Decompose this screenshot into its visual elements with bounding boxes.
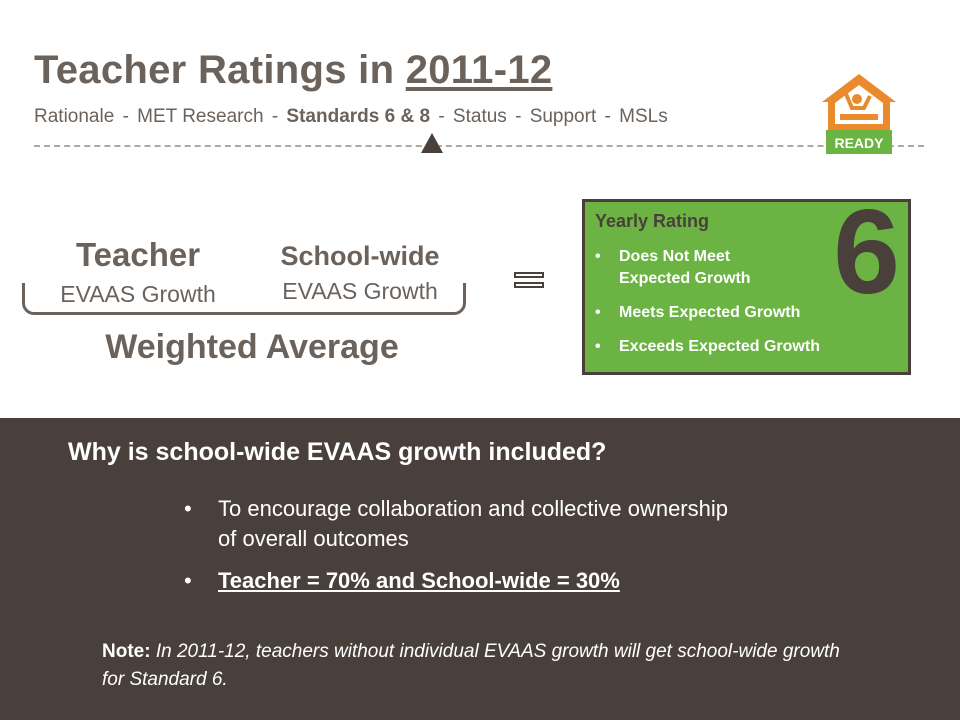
note-label: Note: — [102, 641, 151, 662]
ready-logo-icon: READY — [822, 74, 896, 154]
weighted-average-label: Weighted Average — [105, 328, 399, 366]
page-title: Teacher Ratings in 2011-12 — [34, 48, 552, 93]
nav-item-support[interactable]: Support — [529, 106, 597, 127]
equals-bar-bottom — [514, 282, 544, 288]
schoolwide-heading: School-wide — [280, 241, 440, 271]
nav-item-met-research[interactable]: MET Research — [137, 106, 264, 127]
equals-bar-top — [514, 272, 544, 278]
rating-level-exceeds: Exceeds Expected Growth — [619, 338, 820, 355]
nav-separator: - — [122, 106, 129, 127]
logo-text: READY — [834, 135, 884, 151]
nav-separator: - — [604, 106, 611, 127]
standard-number: 6 — [833, 185, 900, 319]
explanation-panel: Why is school-wide EVAAS growth included… — [0, 418, 960, 720]
rating-level-item: Does Not Meet Expected Growth — [595, 246, 779, 290]
active-section-pointer-icon — [421, 133, 443, 153]
rating-levels-list: Does Not Meet Expected Growth Meets Expe… — [595, 246, 820, 370]
reason-weights: Teacher = 70% and School-wide = 30% — [218, 568, 620, 593]
yearly-rating-title: Yearly Rating — [595, 211, 710, 231]
rating-level-item: Exceeds Expected Growth — [595, 336, 820, 358]
nav-item-standards[interactable]: Standards 6 & 8 — [286, 106, 431, 127]
note-body: In 2011-12, teachers without individual … — [102, 641, 840, 690]
nav-separator: - — [515, 106, 522, 127]
reason-item: To encourage collaboration and collectiv… — [184, 494, 738, 554]
title-prefix: Teacher Ratings in — [34, 48, 406, 92]
nav-separator: - — [438, 106, 445, 127]
grouping-brace — [22, 283, 466, 315]
reason-collaboration: To encourage collaboration and collectiv… — [218, 496, 728, 551]
nav-item-msls[interactable]: MSLs — [619, 106, 668, 127]
nav-item-status[interactable]: Status — [452, 106, 507, 127]
note-text: Note: In 2011-12, teachers without indiv… — [102, 638, 842, 694]
header-divider — [34, 145, 924, 147]
why-question: Why is school-wide EVAAS growth included… — [68, 438, 607, 466]
yearly-rating-box: Yearly Rating 6 Does Not Meet Expected G… — [582, 192, 911, 375]
rating-level-meets: Meets Expected Growth — [619, 304, 801, 321]
title-year-link[interactable]: 2011-12 — [405, 48, 553, 92]
rating-level-does-not-meet: Does Not Meet Expected Growth — [619, 248, 751, 287]
reasons-list: To encourage collaboration and collectiv… — [184, 494, 738, 608]
rating-level-item: Meets Expected Growth — [595, 302, 820, 324]
equals-icon — [514, 272, 544, 292]
reason-item: Teacher = 70% and School-wide = 30% — [184, 566, 738, 596]
breadcrumb-nav: Rationale - MET Research - Standards 6 &… — [34, 106, 668, 128]
nav-separator: - — [271, 106, 279, 127]
nav-item-rationale[interactable]: Rationale — [34, 106, 115, 127]
teacher-heading: Teacher — [75, 236, 201, 273]
schoolwide-evaas-label: EVAAS Growth — [282, 278, 438, 304]
teacher-evaas-label: EVAAS Growth — [60, 281, 216, 307]
